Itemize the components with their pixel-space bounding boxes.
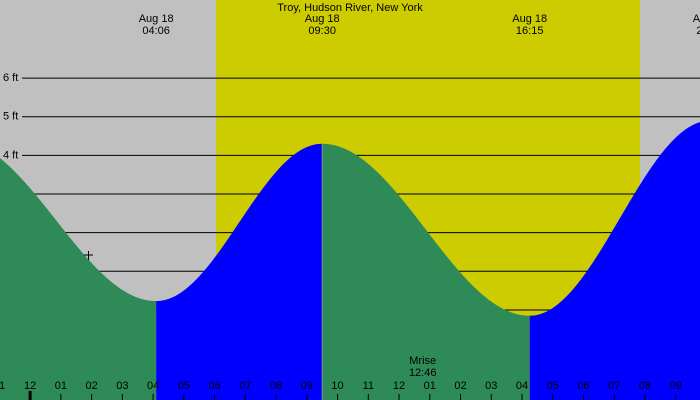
x-tick-label: 03: [485, 380, 497, 392]
x-tick-label: 12: [393, 380, 405, 392]
x-tick-label: 01: [424, 380, 436, 392]
event-time: 22:07: [696, 25, 700, 37]
x-tick-label: 02: [85, 380, 97, 392]
x-tick-label: 04: [147, 380, 159, 392]
x-tick-label: 02: [454, 380, 466, 392]
x-tick-label: 11: [0, 380, 5, 392]
event-date: Aug 18: [305, 13, 340, 25]
y-tick-label: 6 ft: [3, 72, 18, 84]
cursor-cross: [84, 251, 93, 260]
x-tick-label: 05: [547, 380, 559, 392]
x-tick-label: 07: [608, 380, 620, 392]
x-tick-label: 12: [24, 380, 36, 392]
event-date: Aug 18: [512, 13, 547, 25]
x-tick-label: 03: [116, 380, 128, 392]
x-tick-label: 06: [208, 380, 220, 392]
moonrise-time: 12:46: [409, 367, 437, 379]
event-time: 04:06: [142, 25, 170, 37]
event-time: 16:15: [516, 25, 544, 37]
event-date: Aug 18: [693, 13, 700, 25]
x-tick-label: 08: [270, 380, 282, 392]
event-time: 09:30: [308, 25, 336, 37]
x-tick-label: 09: [301, 380, 313, 392]
x-tick-label: 05: [178, 380, 190, 392]
x-tick-label: 11: [363, 380, 374, 392]
falling-tide: [322, 143, 530, 400]
rising-tide: [529, 122, 700, 400]
x-tick-label: 10: [331, 380, 343, 392]
x-tick-label: 04: [516, 380, 528, 392]
x-tick-label: 08: [639, 380, 651, 392]
x-tick-label: 06: [577, 380, 589, 392]
x-tick-label: 07: [239, 380, 251, 392]
y-tick-label: 5 ft: [3, 111, 18, 123]
falling-tide: [0, 158, 157, 400]
x-tick-label: 01: [55, 380, 67, 392]
chart-title: Troy, Hudson River, New York: [277, 2, 423, 14]
y-tick-label: 4 ft: [3, 149, 18, 161]
rising-tide: [156, 143, 323, 400]
x-tick-label: 09: [670, 380, 682, 392]
event-date: Aug 18: [139, 13, 174, 25]
moonrise-label: Mrise: [409, 355, 436, 367]
